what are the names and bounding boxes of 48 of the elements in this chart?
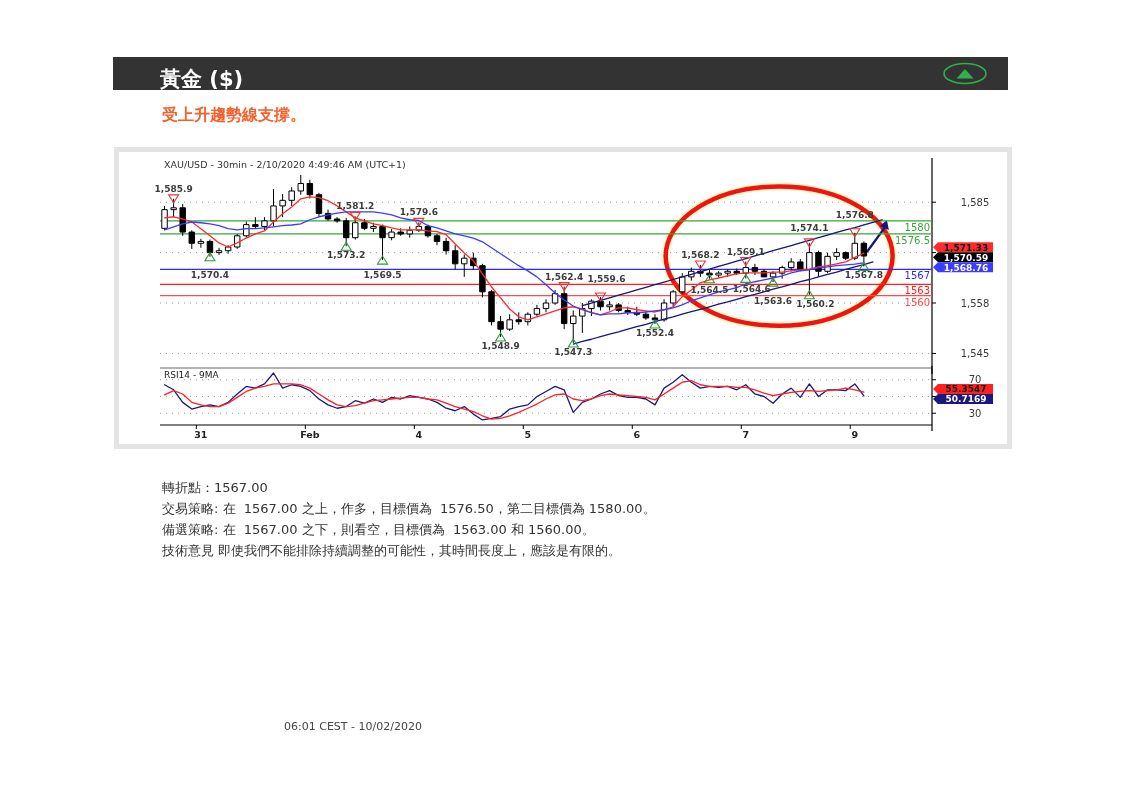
x-tick-label: 7 — [742, 429, 750, 440]
text: 50.7169 — [945, 394, 987, 405]
ref-line-label: 1567 — [904, 270, 930, 282]
y-tick-label: 70 — [968, 374, 982, 386]
x-tick-label: 5 — [524, 429, 532, 440]
data-label: 1,570.4 — [190, 269, 230, 280]
text: 備選策略: 在 1567.00 之下，則看空，目標價為 1563.00 和 1560.00。 — [162, 522, 595, 537]
x-tick-label: 9 — [851, 429, 859, 440]
data-label: 1,581.2 — [336, 201, 375, 212]
data-label: 1,585.9 — [154, 183, 193, 194]
y-tick-label: 1,585 — [960, 196, 990, 208]
ref-line-label: 1560 — [904, 296, 930, 308]
ref-line-label: 1576.5 — [895, 234, 930, 246]
text: 1,570.59 — [943, 252, 989, 263]
x-tick-label: 4 — [415, 429, 423, 440]
text: 06:01 CEST - 10/02/2020 — [284, 720, 422, 733]
text: 1,571.33 — [943, 242, 989, 253]
data-label: 1,569.1 — [726, 246, 765, 257]
data-label: 1,562.4 — [545, 271, 584, 282]
text: 55.3547 — [945, 384, 987, 395]
data-label: 1,548.9 — [481, 341, 520, 352]
ref-line-label: 1580 — [904, 221, 930, 233]
chart-title: 黃金 ($) — [159, 67, 244, 91]
data-label: 1,579.6 — [399, 207, 438, 218]
data-label: 1,559.6 — [587, 274, 626, 285]
chart-title: RSI14 - 9MA — [164, 370, 220, 380]
x-tick-label: 6 — [633, 429, 641, 440]
data-label: 1,547.3 — [554, 346, 593, 357]
y-tick-label: 1,558 — [960, 297, 990, 309]
data-label: 1,552.4 — [635, 327, 675, 338]
text: 轉折點：1567.00 — [162, 480, 268, 495]
data-label: 1,568.2 — [681, 249, 720, 260]
y-tick-label: 30 — [968, 407, 982, 419]
y-tick-label: 1,545 — [960, 347, 990, 359]
ref-line-label: 1563 — [904, 285, 930, 297]
data-label: 1,563.6 — [753, 296, 793, 307]
annotation: XAU/USD - 30min - 2/10/2020 4:49:46 AM (UTC+1) — [164, 159, 406, 170]
data-label: 1,569.5 — [363, 270, 402, 281]
data-label: 1,573.2 — [327, 250, 366, 261]
x-tick-label: Feb — [300, 429, 320, 440]
text: 交易策略: 在 1567.00 之上，作多，目標價為 1576.50，第二目標價為 1580.00。 — [162, 501, 656, 516]
data-label: 1,567.8 — [844, 270, 883, 281]
text: 1,568.76 — [943, 262, 989, 273]
x-tick-label: 31 — [194, 429, 208, 440]
data-label: 1,574.1 — [790, 222, 829, 233]
data-label: 1,560.2 — [796, 298, 835, 309]
text: 技術意見 即使我們不能排除持續調整的可能性，其時間長度上，應該是有限的。 — [161, 543, 622, 558]
chart-subtitle: 受上升趨勢線支撐。 — [161, 105, 306, 124]
